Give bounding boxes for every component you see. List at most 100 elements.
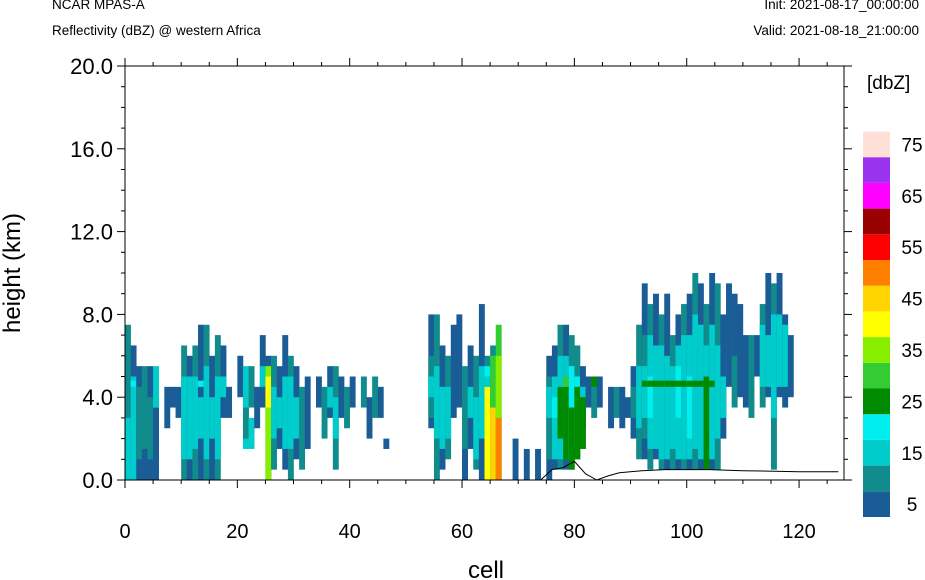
reflectivity-cell — [697, 324, 704, 460]
reflectivity-cell — [209, 397, 216, 439]
colorbar-swatch — [863, 439, 890, 466]
reflectivity-cell — [141, 448, 148, 480]
reflectivity-cell — [495, 355, 502, 418]
reflectivity-cell — [720, 376, 727, 418]
reflectivity-cell — [484, 376, 491, 387]
x-tick-label: 100 — [670, 521, 703, 543]
reflectivity-cell — [265, 376, 272, 408]
reflectivity-cell — [681, 380, 688, 387]
colorbar: 5 15 25 35 45 55 65 75 — [863, 131, 923, 517]
data-cells — [125, 273, 794, 480]
reflectivity-cell — [697, 380, 704, 387]
colorbar-label: 15 — [901, 444, 922, 465]
reflectivity-cell — [681, 335, 688, 460]
colorbar-swatch — [863, 491, 890, 517]
reflectivity-cell — [276, 397, 283, 429]
reflectivity-cell — [366, 397, 373, 439]
reflectivity-cell — [169, 386, 176, 408]
reflectivity-cell — [271, 386, 277, 439]
reflectivity-cell — [737, 304, 744, 398]
x-axis-label: cell — [468, 557, 504, 580]
reflectivity-cell — [349, 376, 356, 408]
reflectivity-cell — [130, 380, 137, 387]
reflectivity-cell — [456, 314, 463, 408]
reflectivity-cell — [551, 397, 558, 418]
reflectivity-cell — [664, 380, 671, 387]
x-tick-label: 60 — [451, 521, 473, 543]
reflectivity-cell — [248, 417, 255, 449]
colorbar-label: 5 — [907, 495, 918, 516]
valid-time: Valid: 2021-08-18_21:00:00 — [753, 23, 919, 38]
reflectivity-cell — [630, 386, 637, 418]
reflectivity-cell — [641, 366, 648, 418]
reflectivity-cell — [147, 397, 154, 460]
reflectivity-cell — [327, 386, 334, 408]
reflectivity-cell — [153, 366, 160, 408]
reflectivity-cell — [462, 448, 468, 480]
x-tick-label: 120 — [782, 521, 815, 543]
y-tick-label: 16.0 — [70, 137, 113, 162]
reflectivity-cell — [141, 366, 148, 480]
colorbar-swatch — [863, 414, 890, 440]
terrain-line — [125, 460, 839, 481]
reflectivity-cell — [153, 407, 160, 480]
reflectivity-cell — [315, 376, 322, 408]
reflectivity-cell — [675, 366, 682, 418]
colorbar-swatch — [863, 311, 890, 338]
reflectivity-cell — [198, 380, 204, 387]
reflectivity-cell — [658, 380, 665, 387]
reflectivity-cell — [703, 376, 710, 470]
colorbar-label: 25 — [901, 392, 922, 413]
colorbar-units: [dbZ] — [867, 73, 910, 94]
reflectivity-cell — [619, 386, 626, 429]
reflectivity-cell — [360, 376, 367, 408]
colorbar-label: 65 — [901, 187, 922, 208]
x-tick-label: 0 — [119, 521, 130, 543]
reflectivity-cell — [770, 314, 777, 418]
reflectivity-cell — [125, 324, 131, 480]
y-tick-label: 12.0 — [70, 220, 113, 245]
reflectivity-cell — [686, 376, 693, 439]
reflectivity-cell — [164, 386, 171, 429]
reflectivity-cell — [608, 386, 614, 429]
y-tick-label: 20.0 — [70, 54, 113, 79]
reflectivity-cell — [765, 335, 772, 387]
reflectivity-cell — [304, 376, 311, 449]
x-tick-label: 80 — [563, 521, 585, 543]
reflectivity-cell — [692, 380, 699, 387]
reflectivity-cell — [574, 386, 581, 460]
reflectivity-cell — [175, 386, 182, 418]
reflectivity-cell — [512, 438, 519, 480]
reflectivity-cell — [591, 376, 598, 418]
reflectivity-cell — [613, 386, 620, 418]
reflectivity-cell — [782, 324, 789, 387]
reflectivity-cell — [433, 366, 440, 439]
colorbar-swatch — [863, 208, 890, 235]
reflectivity-cell — [181, 376, 188, 460]
reflectivity-cell — [484, 386, 491, 480]
reflectivity-cell — [203, 366, 210, 460]
y-axis-label: height (km) — [0, 213, 26, 333]
colorbar-swatch — [863, 388, 890, 415]
reflectivity-cell — [242, 407, 249, 439]
x-tick-label: 40 — [339, 521, 361, 543]
colorbar-swatch — [863, 362, 890, 389]
y-axis: 0.0 4.0 8.0 12.0 16.0 20.0 — [70, 54, 852, 493]
reflectivity-cell — [478, 366, 485, 439]
colorbar-swatch — [863, 465, 890, 492]
y-tick-label: 8.0 — [82, 302, 113, 327]
colorbar-swatch — [863, 157, 890, 183]
reflectivity-cell — [299, 386, 306, 470]
reflectivity-cell — [686, 380, 693, 387]
reflectivity-cell — [462, 366, 468, 480]
reflectivity-cell — [535, 448, 541, 480]
reflectivity-cell — [731, 293, 738, 356]
subtitle-left: Reflectivity (dBZ) @ western Africa — [52, 23, 261, 38]
reflectivity-cell — [563, 376, 570, 387]
reflectivity-cell — [445, 386, 452, 439]
reflectivity-cell — [579, 397, 586, 449]
colorbar-swatch — [863, 337, 890, 363]
colorbar-label: 55 — [901, 238, 922, 259]
colorbar-label: 45 — [901, 290, 922, 311]
